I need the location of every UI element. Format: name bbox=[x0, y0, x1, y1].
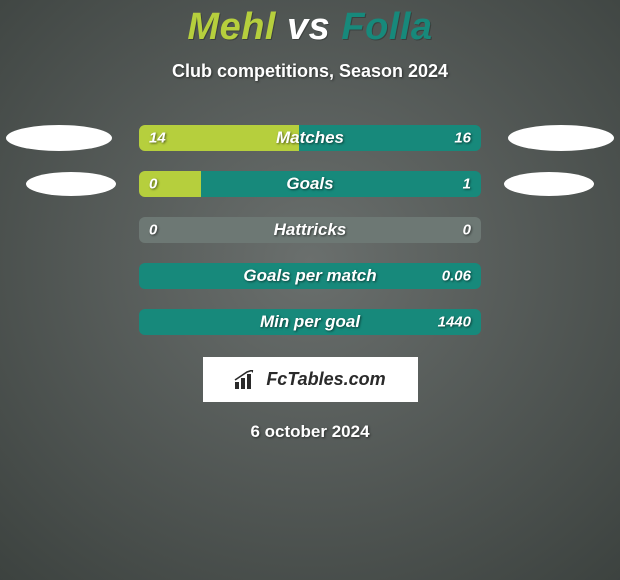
page-title: Mehl vs Folla bbox=[187, 6, 432, 49]
stat-bar: Goals 0 1 bbox=[139, 171, 481, 197]
stat-value-right: 1440 bbox=[438, 314, 471, 331]
stat-value-right: 16 bbox=[454, 130, 471, 147]
side-ellipse-right bbox=[504, 172, 594, 196]
title-player2: Folla bbox=[341, 6, 432, 48]
stat-row: Goals per match 0.06 bbox=[0, 263, 620, 289]
subtitle: Club competitions, Season 2024 bbox=[172, 61, 448, 82]
stat-label: Hattricks bbox=[274, 220, 347, 240]
stat-label: Matches bbox=[276, 128, 344, 148]
stat-row: Matches 14 16 bbox=[0, 125, 620, 151]
date-line: 6 october 2024 bbox=[250, 422, 369, 442]
bar-chart-icon bbox=[234, 370, 260, 390]
logo-text: FcTables.com bbox=[266, 369, 385, 390]
stat-value-left: 14 bbox=[149, 130, 166, 147]
stats-chart: Matches 14 16 Goals 0 1 Hattricks 0 0 Goals per m… bbox=[0, 125, 620, 335]
stat-row: Goals 0 1 bbox=[0, 171, 620, 197]
side-ellipse-left bbox=[26, 172, 116, 196]
stat-label: Goals per match bbox=[243, 266, 376, 286]
bar-right bbox=[201, 171, 481, 197]
stat-value-left: 0 bbox=[149, 176, 157, 193]
side-ellipse-right bbox=[508, 125, 614, 151]
stat-value-right: 1 bbox=[463, 176, 471, 193]
logo-box: FcTables.com bbox=[203, 357, 418, 402]
stat-bar: Matches 14 16 bbox=[139, 125, 481, 151]
title-vs: vs bbox=[276, 6, 341, 48]
stat-label: Goals bbox=[286, 174, 333, 194]
title-player1: Mehl bbox=[187, 6, 276, 48]
side-ellipse-left bbox=[6, 125, 112, 151]
stat-value-left: 0 bbox=[149, 222, 157, 239]
stat-value-right: 0.06 bbox=[442, 268, 471, 285]
stat-bar: Hattricks 0 0 bbox=[139, 217, 481, 243]
stat-label: Min per goal bbox=[260, 312, 360, 332]
stat-bar: Goals per match 0.06 bbox=[139, 263, 481, 289]
stat-value-right: 0 bbox=[463, 222, 471, 239]
stat-bar: Min per goal 1440 bbox=[139, 309, 481, 335]
stat-row: Min per goal 1440 bbox=[0, 309, 620, 335]
stat-row: Hattricks 0 0 bbox=[0, 217, 620, 243]
